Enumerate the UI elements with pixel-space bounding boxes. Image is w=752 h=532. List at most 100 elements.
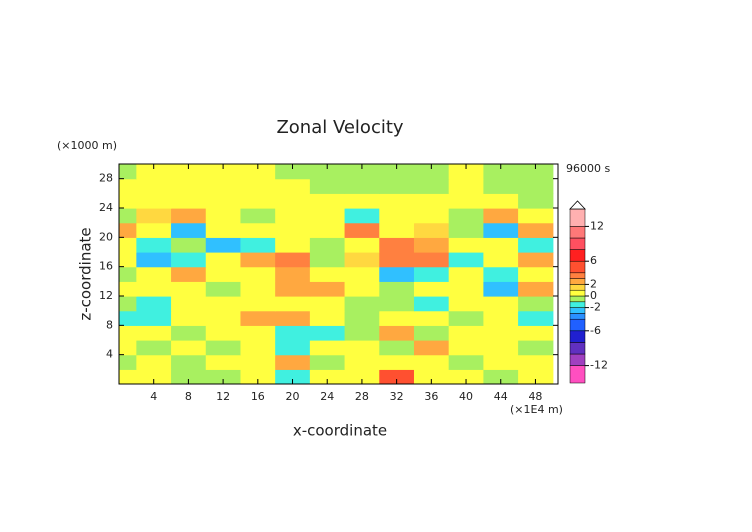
field-cell bbox=[171, 325, 207, 341]
field-cell bbox=[136, 369, 172, 384]
colorbar-band bbox=[569, 289, 586, 297]
colorbar-band bbox=[569, 301, 586, 308]
field-cell bbox=[205, 193, 242, 209]
field-cell bbox=[448, 281, 484, 297]
field-cell bbox=[309, 252, 346, 268]
x-tick-label: 28 bbox=[355, 390, 369, 403]
field-cell bbox=[379, 281, 415, 297]
field-cell bbox=[344, 208, 380, 224]
field-cell bbox=[119, 178, 137, 194]
field-cell bbox=[344, 164, 380, 180]
field-cell bbox=[483, 237, 519, 253]
field-cell bbox=[413, 281, 450, 297]
field-cell bbox=[205, 164, 242, 180]
field-cell bbox=[518, 296, 554, 312]
field-cell bbox=[119, 266, 137, 282]
field-cell bbox=[413, 296, 450, 312]
time-label: 96000 s bbox=[566, 162, 610, 175]
y-tick-label: 20 bbox=[99, 230, 113, 243]
colorbar-band bbox=[569, 330, 586, 343]
field-cell bbox=[240, 325, 276, 341]
field-cell bbox=[518, 369, 554, 384]
colorbar-tick-label: 6 bbox=[590, 254, 597, 267]
field-cell bbox=[344, 193, 380, 209]
field-cell bbox=[483, 164, 519, 180]
field-cell bbox=[413, 193, 450, 209]
field-cell bbox=[483, 369, 519, 384]
field-cell bbox=[136, 325, 172, 341]
field-cell bbox=[413, 325, 450, 341]
field-cell bbox=[448, 310, 484, 326]
field-cell bbox=[205, 296, 242, 312]
x-tick-label: 40 bbox=[459, 390, 473, 403]
field bbox=[119, 164, 554, 384]
field-cell bbox=[275, 252, 311, 268]
field-cell bbox=[119, 369, 137, 384]
field-cell bbox=[448, 252, 484, 268]
field-cell bbox=[171, 296, 207, 312]
field-cell bbox=[240, 281, 276, 297]
field-cell bbox=[309, 310, 346, 326]
field-cell bbox=[518, 193, 554, 209]
field-cell bbox=[240, 252, 276, 268]
field-cell bbox=[119, 281, 137, 297]
field-cell bbox=[344, 178, 380, 194]
field-cell bbox=[483, 340, 519, 356]
field-cell bbox=[275, 237, 311, 253]
field-cell bbox=[309, 164, 346, 180]
x-tick-label: 8 bbox=[185, 390, 192, 403]
field-cell bbox=[448, 369, 484, 384]
field-cell bbox=[518, 178, 554, 194]
field-cell bbox=[448, 325, 484, 341]
field-cell bbox=[275, 354, 311, 370]
y-tick-label: 4 bbox=[106, 348, 113, 361]
field-cell bbox=[205, 369, 242, 384]
field-cell bbox=[379, 310, 415, 326]
field-cell bbox=[448, 266, 484, 282]
field-cell bbox=[518, 208, 554, 224]
field-cell bbox=[275, 164, 311, 180]
x-tick-label: 12 bbox=[216, 390, 230, 403]
field-cell bbox=[136, 178, 172, 194]
field-cell bbox=[240, 369, 276, 384]
field-cell bbox=[483, 354, 519, 370]
field-cell bbox=[309, 237, 346, 253]
field-cell bbox=[344, 310, 380, 326]
field-cell bbox=[483, 310, 519, 326]
field-cell bbox=[240, 164, 276, 180]
field-cell bbox=[119, 164, 137, 180]
field-cell bbox=[448, 237, 484, 253]
field-cell bbox=[205, 310, 242, 326]
field-cell bbox=[309, 266, 346, 282]
field-cell bbox=[413, 354, 450, 370]
field-cell bbox=[379, 193, 415, 209]
field-cell bbox=[379, 296, 415, 312]
field-cell bbox=[275, 340, 311, 356]
field-cell bbox=[379, 266, 415, 282]
field-cell bbox=[483, 281, 519, 297]
field-cell bbox=[275, 325, 311, 341]
field-cell bbox=[205, 281, 242, 297]
field-cell bbox=[483, 208, 519, 224]
y-tick-label: 24 bbox=[99, 201, 113, 214]
field-cell bbox=[205, 340, 242, 356]
field-cell bbox=[379, 237, 415, 253]
field-cell bbox=[136, 237, 172, 253]
field-cell bbox=[413, 369, 450, 384]
field-cell bbox=[275, 310, 311, 326]
field-cell bbox=[483, 178, 519, 194]
field-cell bbox=[275, 369, 311, 384]
field-cell bbox=[379, 369, 415, 384]
field-cell bbox=[136, 310, 172, 326]
field-cell bbox=[518, 310, 554, 326]
field-cell bbox=[448, 222, 484, 238]
field-cell bbox=[171, 222, 207, 238]
field-cell bbox=[119, 340, 137, 356]
colorbar-band bbox=[569, 226, 586, 239]
field-cell bbox=[240, 310, 276, 326]
x-unit: (×1E4 m) bbox=[510, 403, 563, 416]
field-cell bbox=[379, 325, 415, 341]
field-cell bbox=[309, 193, 346, 209]
field-cell bbox=[483, 193, 519, 209]
field-cell bbox=[448, 340, 484, 356]
